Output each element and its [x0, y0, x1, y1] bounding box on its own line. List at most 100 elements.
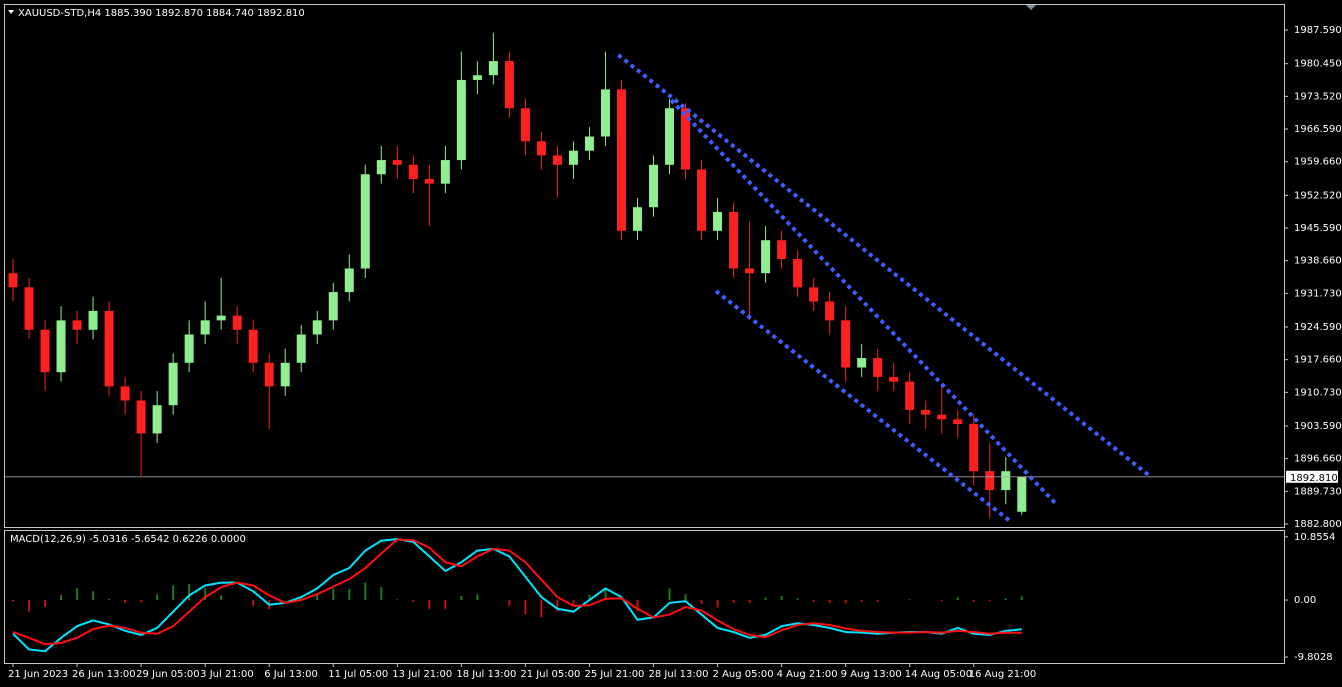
y-tick-label: 1903.590 — [1294, 421, 1342, 432]
candle-body — [280, 362, 290, 387]
candle-body — [937, 414, 947, 420]
x-tick-label: 14 Aug 05:00 — [905, 669, 972, 680]
candle-body — [600, 89, 610, 137]
last-price-box — [1286, 470, 1338, 483]
y-tick-label: 1973.520 — [1294, 91, 1342, 102]
candle-body — [184, 334, 194, 363]
candle-body — [344, 268, 354, 293]
main-panel — [4, 4, 1285, 528]
candle-body — [440, 160, 450, 184]
candle-body — [312, 320, 322, 335]
y-tick-label: 1917.660 — [1294, 355, 1342, 366]
candle-body — [584, 136, 594, 151]
trendline — [714, 289, 1011, 522]
candle-body — [104, 310, 114, 387]
candle-body — [649, 164, 659, 208]
macd-line — [12, 538, 1022, 646]
candle-body — [88, 310, 98, 330]
last-price-label: 1892.810 — [1290, 473, 1338, 484]
x-tick-label: 21 Jun 2023 — [8, 669, 68, 680]
candle-body — [665, 108, 675, 165]
candle-body — [152, 405, 162, 434]
candle-body — [520, 108, 530, 142]
candle-body — [985, 471, 995, 491]
candle-body — [216, 315, 226, 321]
candle-body — [873, 358, 883, 377]
candle-body — [328, 292, 338, 321]
candle-body — [536, 141, 546, 156]
candle-body — [616, 89, 626, 231]
candle-body — [568, 150, 578, 165]
candle-body — [488, 61, 498, 76]
macd-panel — [4, 530, 1285, 664]
candle-body — [504, 61, 514, 109]
trendline — [669, 98, 1057, 505]
candle-body — [809, 287, 819, 302]
candle-body — [168, 362, 178, 406]
macd-title: MACD(12,26,9) -5.0316 -5.6542 0.6226 0.0… — [10, 534, 246, 545]
candle-body — [1017, 476, 1027, 512]
candle-body — [777, 240, 787, 260]
x-tick-label: 13 Jul 21:00 — [392, 669, 452, 680]
candle-body — [729, 211, 739, 269]
candle-body — [8, 273, 18, 288]
candle-body — [857, 358, 867, 368]
candle-body — [56, 320, 66, 373]
chart-title: XAUUSD-STD,H4 1885.390 1892.870 1884.740… — [18, 8, 305, 19]
candle-body — [200, 320, 210, 335]
candle-body — [969, 424, 979, 472]
candle-body — [889, 376, 899, 382]
candle-body — [761, 240, 771, 274]
candle-body — [793, 259, 803, 288]
candle-body — [72, 320, 82, 330]
x-tick-label: 25 Jul 21:00 — [584, 669, 644, 680]
y-tick-label: 1959.660 — [1294, 157, 1342, 168]
candle-body — [296, 334, 306, 363]
x-tick-label: 28 Jul 13:00 — [649, 669, 709, 680]
x-tick-label: 6 Jul 13:00 — [264, 669, 318, 680]
y-tick-label: 1938.660 — [1294, 256, 1342, 267]
y-tick-label: 1966.590 — [1294, 124, 1342, 135]
candle-body — [921, 409, 931, 415]
shift-marker — [1026, 5, 1036, 10]
candle-body — [24, 287, 34, 330]
x-tick-label: 9 Aug 13:00 — [841, 669, 902, 680]
candle-body — [472, 75, 482, 80]
candle-body — [905, 381, 915, 410]
candle-body — [392, 160, 402, 165]
y-tick-label: 1931.730 — [1294, 288, 1342, 299]
x-tick-label: 11 Jul 05:00 — [328, 669, 388, 680]
menu-arrow[interactable] — [8, 10, 14, 14]
candle-body — [632, 207, 642, 231]
x-tick-label: 4 Aug 21:00 — [777, 669, 838, 680]
candle-body — [40, 329, 50, 373]
y-tick-label: 1889.730 — [1294, 486, 1342, 497]
candle-body — [424, 178, 434, 184]
candle-body — [953, 419, 963, 425]
candle-body — [825, 301, 835, 321]
y-tick-label: 1980.450 — [1294, 59, 1342, 70]
candle-body — [136, 400, 146, 434]
x-tick-label: 3 Jul 21:00 — [200, 669, 254, 680]
candle-body — [841, 320, 851, 368]
y-tick-label: 1882.800 — [1294, 519, 1342, 530]
candle-body — [408, 164, 418, 179]
macd-line — [12, 537, 1022, 653]
candle-body — [1001, 471, 1011, 491]
candle-body — [745, 268, 755, 274]
candle-body — [264, 362, 274, 387]
candle-body — [552, 155, 562, 165]
y-tick-label: 1896.660 — [1294, 454, 1342, 465]
candle-body — [681, 108, 691, 170]
candle-body — [120, 386, 130, 401]
candle-body — [232, 315, 242, 330]
y-tick-label: 10.8554 — [1294, 532, 1335, 543]
candle-body — [697, 169, 707, 231]
y-tick-label: 1945.590 — [1294, 223, 1342, 234]
y-tick-label: 1910.730 — [1294, 387, 1342, 398]
trendline — [617, 53, 1153, 479]
x-tick-label: 16 Aug 21:00 — [969, 669, 1036, 680]
